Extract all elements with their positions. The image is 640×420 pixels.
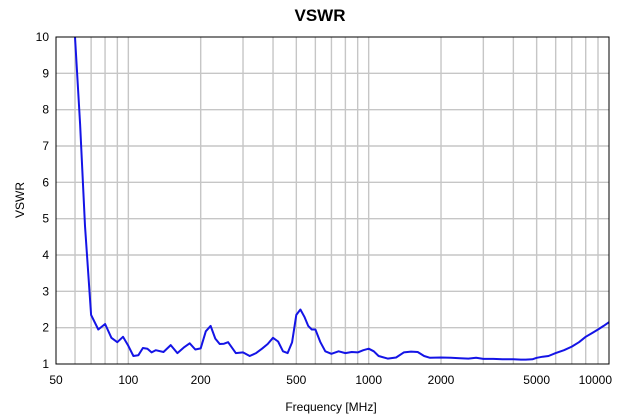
series-group [74, 36, 610, 361]
grid [56, 37, 609, 364]
chart-title: VSWR [295, 6, 346, 25]
y-tick-label: 10 [36, 30, 50, 44]
y-tick-label: 9 [42, 66, 49, 80]
y-axis-label: VSWR [13, 182, 27, 218]
y-tick-label: 6 [42, 175, 49, 189]
x-tick-label: 200 [191, 373, 211, 387]
x-tick-labels: 50 100 200 500 1000 2000 5000 10000 [49, 373, 612, 387]
y-tick-label: 5 [42, 212, 49, 226]
y-tick-label: 4 [42, 248, 49, 262]
x-tick-label: 2000 [428, 373, 455, 387]
x-tick-label: 500 [286, 373, 306, 387]
y-tick-label: 7 [42, 139, 49, 153]
y-tick-labels: 1 2 3 4 5 6 7 8 9 10 [36, 30, 50, 371]
x-axis-label: Frequency [MHz] [285, 400, 376, 414]
y-tick-label: 1 [42, 357, 49, 371]
x-tick-label: 50 [49, 373, 63, 387]
y-tick-label: 8 [42, 103, 49, 117]
x-tick-label: 1000 [355, 373, 382, 387]
x-tick-label: 10000 [579, 373, 613, 387]
plot-frame [55, 36, 610, 365]
x-tick-label: 5000 [523, 373, 550, 387]
y-tick-label: 2 [42, 321, 49, 335]
x-tick-label: 100 [118, 373, 138, 387]
y-tick-label: 3 [42, 284, 49, 298]
vswr-series-line [74, 36, 610, 361]
